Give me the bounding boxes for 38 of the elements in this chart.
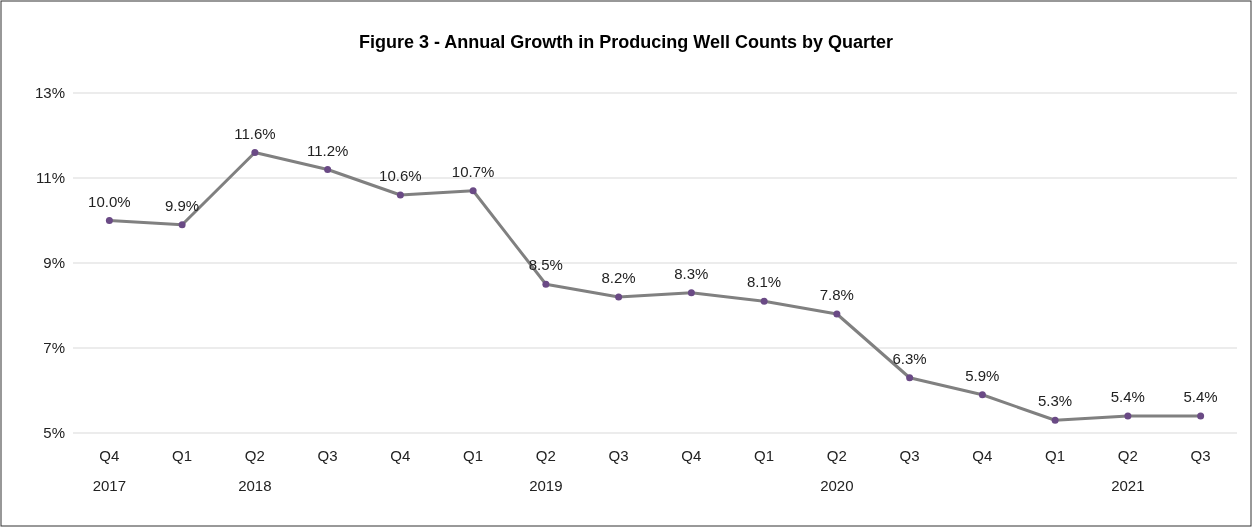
x-tick-label: Q3: [899, 447, 920, 464]
data-label: 10.7%: [451, 162, 495, 180]
y-tick-label: 11%: [36, 169, 65, 186]
y-tick-label: 13%: [34, 84, 65, 101]
chart-title: Figure 3 - Annual Growth in Producing Well Counts by Quarter: [358, 32, 894, 52]
x-tick-label: Q2 2021: [1111, 447, 1145, 494]
data-label: 8.3%: [674, 264, 709, 282]
x-tick-label: Q4: [681, 447, 702, 464]
data-label: 11.2%: [306, 141, 349, 159]
data-label: 10.6%: [379, 167, 422, 184]
data-label: 5.4%: [1110, 388, 1145, 405]
x-tick-label: Q1: [463, 447, 484, 464]
x-tick-label: Q1: [754, 447, 775, 464]
data-label: 6.3%: [892, 349, 927, 367]
data-label: 10.0%: [88, 192, 131, 210]
data-label: 5.4%: [1183, 388, 1218, 405]
data-label: 5.9%: [965, 366, 1000, 384]
data-label: 8.1%: [747, 273, 782, 291]
data-label: 8.2%: [601, 269, 636, 286]
x-tick-label: Q4: [972, 447, 993, 464]
x-tick-label: Q3: [317, 447, 338, 464]
x-tick-label: Q2 2019: [529, 447, 563, 494]
y-tick-label: 9%: [43, 254, 65, 271]
data-label: 5.3%: [1038, 392, 1073, 410]
data-label: 11.6%: [234, 124, 276, 142]
x-tick-label: Q2 2020: [820, 447, 854, 494]
data-label: 9.9%: [165, 196, 200, 214]
x-tick-label: Q4: [390, 447, 411, 464]
x-tick-label: Q3: [608, 447, 629, 464]
data-label: 8.5%: [528, 256, 563, 274]
data-label: 7.8%: [819, 286, 854, 303]
y-tick-label: 5%: [43, 424, 65, 441]
x-tick-label: Q1: [1045, 447, 1066, 464]
x-tick-label: Q4 2017: [92, 447, 127, 494]
x-tick-label: Q3: [1190, 447, 1211, 464]
x-tick-label: Q2 2018: [238, 447, 272, 494]
x-tick-label: Q1: [172, 447, 193, 464]
y-tick-label: 7%: [43, 339, 65, 356]
